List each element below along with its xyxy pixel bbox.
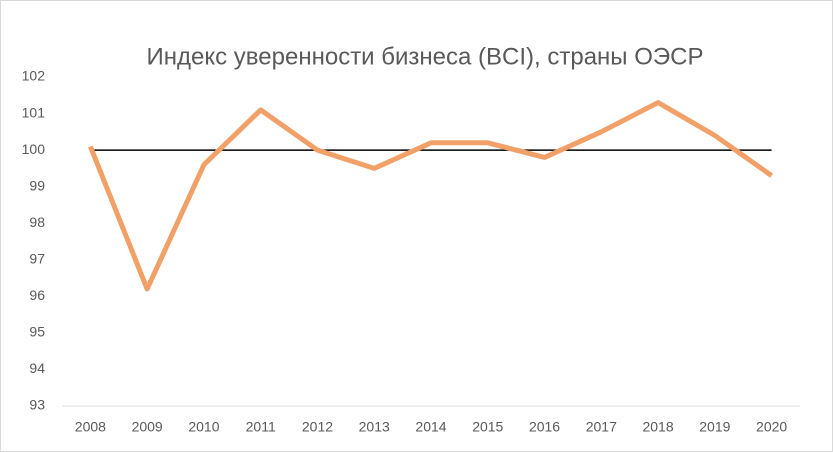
x-tick-label: 2011 bbox=[246, 419, 276, 435]
x-tick-label: 2019 bbox=[699, 419, 730, 435]
data-line bbox=[88, 100, 774, 292]
x-tick-label: 2020 bbox=[756, 419, 787, 435]
x-tick-label: 2018 bbox=[642, 419, 673, 435]
x-tick-label: 2015 bbox=[472, 419, 503, 435]
y-tick-label: 102 bbox=[22, 68, 46, 84]
y-tick-label: 98 bbox=[29, 214, 45, 230]
x-tick-label: 2012 bbox=[302, 419, 333, 435]
x-tick-label: 2013 bbox=[359, 419, 390, 435]
x-tick-label: 2014 bbox=[415, 419, 446, 435]
chart-title: Индекс уверенности бизнеса (BCI), страны… bbox=[147, 43, 704, 70]
y-tick-label: 101 bbox=[22, 104, 46, 120]
x-tick-label: 2008 bbox=[75, 419, 106, 435]
x-tick-label: 2016 bbox=[529, 419, 560, 435]
y-tick-label: 100 bbox=[22, 141, 46, 157]
x-tick-label: 2010 bbox=[188, 419, 219, 435]
x-tick-label: 2009 bbox=[132, 419, 163, 435]
y-tick-label: 95 bbox=[29, 324, 45, 340]
y-tick-label: 97 bbox=[29, 250, 45, 266]
y-tick-label: 93 bbox=[29, 397, 45, 413]
x-tick-label: 2017 bbox=[586, 419, 617, 435]
y-tick-label: 94 bbox=[29, 360, 45, 376]
y-tick-label: 99 bbox=[29, 177, 45, 193]
y-tick-label: 96 bbox=[29, 287, 45, 303]
